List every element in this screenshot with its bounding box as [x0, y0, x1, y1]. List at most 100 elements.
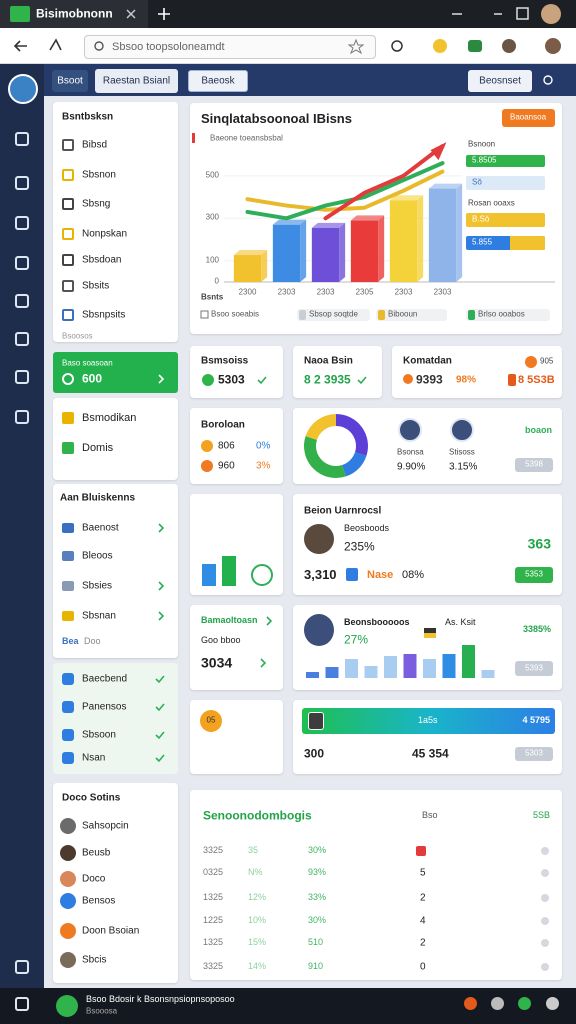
forward-icon [49, 38, 62, 51]
side-bar-label: B.Sŏ [472, 214, 490, 224]
menu-item[interactable]: Sbsnon [82, 169, 116, 181]
title-accent [192, 133, 195, 143]
side-bar-label: Sŏ [472, 177, 482, 187]
rail-icon[interactable] [15, 256, 29, 270]
nav-tab[interactable] [95, 69, 178, 93]
task-item[interactable]: Panensos [82, 701, 127, 713]
rail-icon[interactable] [15, 370, 29, 384]
menu-item[interactable]: Bibsd [82, 139, 108, 151]
link-item[interactable]: Sbsies [82, 580, 113, 592]
nav-action-label[interactable]: Beosnset [479, 75, 521, 87]
table-cell: 1325 [203, 892, 224, 903]
legend-item[interactable] [376, 309, 447, 321]
card-button-label[interactable]: 5303 [525, 748, 543, 758]
card-value: 8 2 3935 [304, 372, 351, 387]
menu-icon [62, 139, 74, 151]
row-action [541, 963, 549, 971]
card-pct: 27% [344, 632, 369, 647]
extension-icon [433, 39, 447, 53]
person-name[interactable]: Sahsopcin [82, 820, 129, 832]
rail-icon[interactable] [15, 332, 29, 346]
task-item[interactable]: Nsan [82, 752, 106, 764]
side-bar [466, 176, 545, 190]
shortcut-item[interactable]: Bsmodikan [82, 411, 137, 424]
legend-label[interactable]: Brlso ooabos [478, 309, 525, 319]
highlight-panel[interactable] [53, 352, 178, 393]
bar-side [261, 250, 268, 282]
profile-avatar [541, 4, 561, 24]
card-button[interactable] [515, 458, 553, 472]
tray-icon [546, 997, 559, 1010]
legend-label[interactable]: Sbsop soqtde [309, 309, 358, 319]
shortcut-item[interactable]: Domis [82, 441, 114, 454]
x-tick-label: 2303 [433, 287, 452, 297]
check-icon [357, 376, 367, 385]
menu-icon [62, 309, 74, 321]
chart-button[interactable] [502, 109, 555, 127]
menu-item[interactable]: Nonpskan [82, 228, 128, 240]
task-icon [62, 701, 74, 713]
nav-tab[interactable] [188, 70, 248, 92]
link-item[interactable]: Bleoos [82, 550, 113, 562]
card-title: Komatdan [403, 355, 452, 367]
chevron-icon [158, 581, 165, 591]
person-name[interactable]: Sbcis [82, 954, 107, 966]
card-button[interactable] [515, 567, 553, 583]
chart-button-label[interactable]: Baoansoa [509, 112, 547, 122]
bar-cap [428, 183, 463, 189]
person-name[interactable]: Bensos [82, 895, 116, 907]
person-name[interactable]: Beusb [82, 847, 111, 859]
person-name[interactable]: Doon Bsoian [82, 925, 140, 937]
legend-label[interactable]: Bibooun [388, 309, 418, 319]
person-name[interactable]: Doco [82, 873, 106, 885]
rail-icon[interactable] [15, 997, 29, 1011]
rail-icon[interactable] [15, 960, 29, 974]
rail-icon[interactable] [15, 132, 29, 146]
rail-icon[interactable] [15, 176, 29, 190]
menu-item[interactable]: Sbsnpsits [82, 309, 126, 321]
chevron-icon [158, 611, 165, 621]
bar [389, 200, 418, 282]
highlight-label: Baso soasoan [62, 358, 113, 368]
donut-slice [336, 414, 368, 456]
card-button-label[interactable]: 5353 [525, 569, 543, 579]
nav-tab-label[interactable]: Raestan Bsianl [102, 75, 171, 87]
card-button[interactable] [515, 661, 553, 676]
link-item[interactable]: Baenost [82, 522, 119, 534]
rail-icon[interactable] [15, 410, 29, 424]
card-a [190, 346, 283, 398]
menu-item[interactable]: Sbsits [82, 280, 110, 292]
side-bar-label: 5.855 [472, 237, 493, 247]
tray-icon [491, 997, 504, 1010]
rail-icon[interactable] [15, 294, 29, 308]
bar-cap [350, 215, 385, 221]
legend-item[interactable] [466, 309, 550, 321]
menu-footer: Bsoosos [62, 331, 93, 341]
person-avatar [60, 818, 76, 834]
table-cell: 510 [308, 937, 324, 948]
menu-item[interactable]: Sbsng [82, 198, 111, 210]
link-item[interactable]: Sbsnan [82, 610, 116, 622]
nav-action[interactable] [468, 70, 532, 92]
tab-icon [10, 6, 30, 22]
task-item[interactable]: Baecbend [82, 673, 128, 685]
address-field[interactable] [84, 35, 376, 59]
status-subtitle: Bsooosa [86, 1006, 118, 1016]
person-avatar [308, 712, 324, 730]
side-bar [466, 155, 545, 167]
table-cell: 93% [308, 867, 327, 878]
rail-icon[interactable] [15, 216, 29, 230]
legend-item[interactable] [297, 309, 370, 321]
link-icon [62, 611, 74, 621]
nav-tab-label[interactable]: Baeosk [201, 75, 235, 87]
nav-tab-label[interactable]: Bsoot [57, 75, 83, 87]
card-button-label[interactable]: 5398 [525, 459, 543, 469]
menu-item[interactable]: Sbsdoan [82, 254, 122, 266]
card-button-label[interactable]: 5393 [525, 663, 543, 673]
card-pct: 98% [456, 374, 477, 386]
nav-tab[interactable] [52, 70, 88, 92]
task-item[interactable]: Sbsoon [82, 729, 116, 741]
value-icon [403, 374, 413, 384]
status-icon [202, 374, 214, 386]
card-button[interactable] [515, 747, 553, 761]
